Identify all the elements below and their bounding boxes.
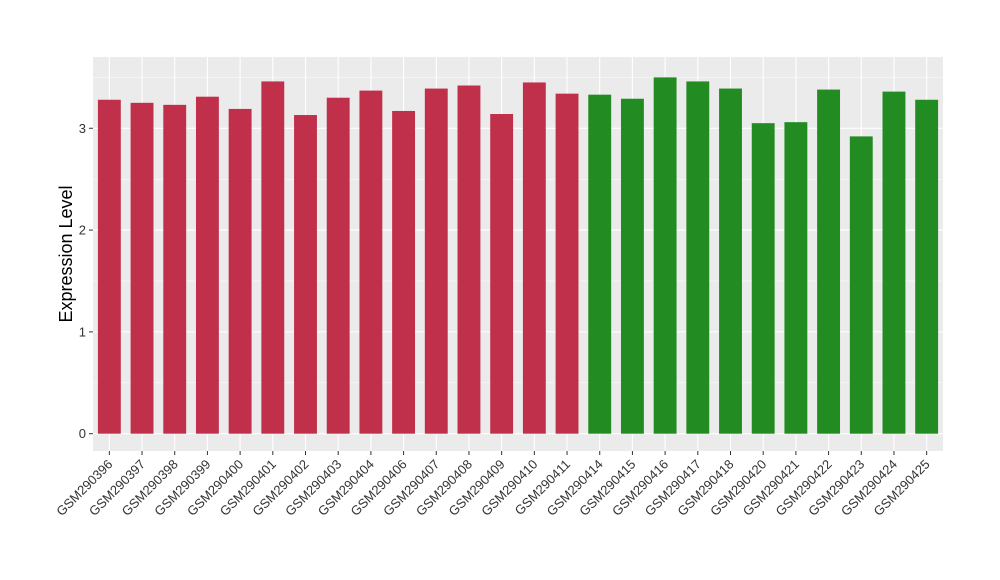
bar-GSM290408	[457, 85, 481, 434]
bar-GSM290423	[849, 136, 873, 434]
y-tick-label: 2	[79, 223, 86, 238]
bar-GSM290400	[228, 108, 252, 434]
bars	[97, 77, 939, 434]
bar-GSM290397	[130, 102, 154, 434]
bar-GSM290396	[97, 99, 121, 434]
y-tick-label: 3	[79, 121, 86, 136]
y-axis: 0 1 2 3	[79, 121, 93, 441]
bar-GSM290417	[686, 81, 710, 434]
bar-GSM290410	[522, 82, 546, 434]
bar-GSM290401	[261, 81, 285, 434]
bar-GSM290411	[555, 93, 579, 434]
plot-panel	[93, 57, 943, 451]
bar-GSM290398	[163, 104, 187, 434]
bar-GSM290406	[392, 110, 416, 434]
x-axis: GSM290396GSM290397GSM290398GSM290399GSM2…	[53, 451, 933, 519]
bar-GSM290422	[817, 89, 841, 434]
bar-GSM290399	[195, 96, 219, 434]
bar-GSM290407	[424, 88, 448, 434]
bar-GSM290418	[719, 88, 742, 434]
bar-GSM290416	[653, 77, 677, 434]
y-tick-label: 0	[79, 426, 86, 441]
bar-GSM290415	[620, 98, 644, 434]
bar-GSM290421	[784, 122, 808, 434]
bar-GSM290420	[751, 123, 775, 434]
bar-GSM290403	[326, 97, 350, 434]
bar-GSM290414	[588, 94, 612, 434]
y-axis-title: Expression Level	[56, 185, 76, 322]
bar-GSM290404	[359, 90, 383, 434]
bar-GSM290424	[882, 91, 906, 434]
bar-GSM290409	[490, 114, 514, 434]
y-tick-label: 1	[79, 324, 86, 339]
bar-GSM290425	[915, 99, 939, 434]
bar-GSM290402	[294, 115, 317, 434]
